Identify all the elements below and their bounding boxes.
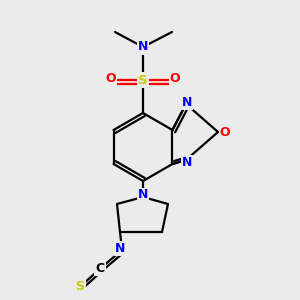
Text: O: O (106, 73, 116, 85)
Text: O: O (170, 73, 180, 85)
Text: S: S (76, 280, 85, 293)
Text: N: N (138, 40, 148, 53)
Text: N: N (138, 188, 148, 202)
Text: C: C (95, 262, 105, 275)
Text: O: O (220, 125, 230, 139)
Text: N: N (115, 242, 125, 254)
Text: N: N (182, 95, 192, 109)
Text: S: S (138, 74, 148, 86)
Text: N: N (182, 155, 192, 169)
